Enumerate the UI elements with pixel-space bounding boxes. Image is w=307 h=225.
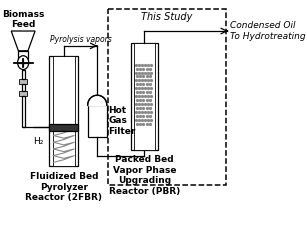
Circle shape	[17, 56, 29, 70]
Bar	[108, 9, 226, 185]
Bar	[21, 70, 25, 79]
Bar	[134, 43, 155, 150]
Polygon shape	[11, 31, 35, 51]
Text: Hot
Gas
Filter: Hot Gas Filter	[108, 106, 136, 136]
Text: Packed Bed
Vapor Phase
Upgrading
Reactor (PBR): Packed Bed Vapor Phase Upgrading Reactor…	[109, 155, 180, 196]
Text: This Study: This Study	[141, 12, 192, 22]
Bar	[131, 43, 158, 150]
Bar	[88, 105, 107, 137]
Text: Condensed Oil
To Hydrotreating: Condensed Oil To Hydrotreating	[230, 21, 305, 41]
Text: Pyrolysis vapors: Pyrolysis vapors	[50, 35, 111, 44]
Bar	[49, 124, 78, 131]
Text: H₂: H₂	[33, 137, 44, 146]
Bar	[19, 79, 27, 84]
Bar	[52, 56, 75, 166]
Bar	[49, 56, 78, 166]
Bar	[21, 84, 25, 91]
Text: Biomass
Feed: Biomass Feed	[2, 10, 44, 29]
Text: Fluidized Bed
Pyrolyzer
Reactor (2FBR): Fluidized Bed Pyrolyzer Reactor (2FBR)	[25, 172, 102, 202]
Bar	[21, 96, 25, 127]
Bar	[19, 91, 27, 96]
Bar	[18, 51, 28, 59]
